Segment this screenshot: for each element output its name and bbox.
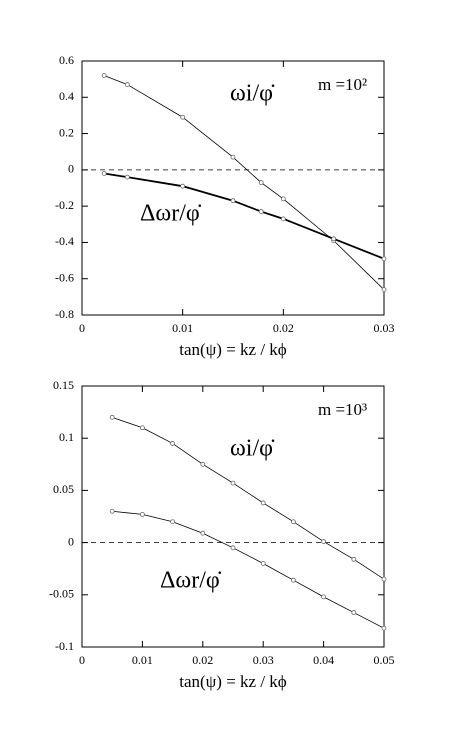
point — [290, 577, 296, 583]
y-tick-label: -0.2 — [55, 198, 74, 212]
x-axis-label: tan(ψ) = kz / kϕ — [179, 672, 287, 691]
point — [109, 508, 115, 514]
point — [170, 519, 176, 525]
point — [200, 461, 206, 467]
y-tick-label: 0.1 — [59, 430, 74, 444]
point — [230, 480, 236, 486]
x-axis-label: tan(ψ) = kz / kϕ — [179, 340, 287, 359]
plot-frame — [81, 60, 385, 316]
x-tick-label: 0.02 — [192, 653, 213, 667]
annotation: m =10³ — [318, 400, 367, 419]
y-tick-label: 0.6 — [59, 53, 74, 67]
point — [101, 73, 107, 78]
y-tick-label: 0 — [68, 534, 74, 548]
x-tick-label: 0.03 — [253, 653, 274, 667]
point — [180, 183, 186, 189]
point — [280, 216, 286, 222]
point — [351, 610, 357, 615]
point — [170, 441, 176, 446]
point — [200, 530, 206, 536]
y-tick-label: 0 — [68, 162, 74, 176]
point — [258, 180, 264, 185]
x-tick-label: 0.01 — [172, 321, 193, 335]
series-label: ωi/φ̇ — [230, 436, 275, 462]
point — [258, 209, 264, 214]
y-tick-label: 0.05 — [53, 482, 74, 496]
plot-frame — [81, 385, 385, 648]
point — [381, 256, 387, 262]
y-tick-label: -0.6 — [55, 270, 74, 284]
point — [109, 414, 115, 420]
y-tick-label: 0.2 — [59, 125, 74, 139]
point — [260, 500, 266, 506]
y-tick-label: -0.1 — [55, 639, 74, 653]
series-label: ωi/φ̇ — [230, 81, 275, 107]
x-tick-label: 0 — [79, 321, 85, 335]
point — [381, 576, 387, 582]
series-label: Δωr/φ̇ — [140, 201, 202, 227]
point — [124, 82, 130, 87]
series-line — [112, 510, 385, 629]
point — [139, 512, 145, 517]
x-tick-label: 0.01 — [132, 653, 153, 667]
y-tick-label: -0.05 — [49, 587, 74, 601]
point — [230, 198, 236, 204]
point — [101, 171, 107, 176]
point — [290, 519, 296, 525]
annotation: m =10² — [318, 75, 367, 94]
series-line — [104, 172, 385, 260]
x-tick-label: 0 — [79, 653, 85, 667]
y-tick-label: 0.4 — [59, 89, 74, 103]
point — [260, 561, 266, 566]
point — [321, 594, 327, 600]
series-line — [104, 75, 385, 290]
point — [180, 114, 186, 120]
point — [230, 545, 236, 551]
point — [381, 287, 387, 293]
point — [139, 425, 145, 431]
point — [331, 236, 337, 242]
point — [230, 154, 236, 160]
point — [321, 539, 327, 544]
x-tick-label: 0.05 — [374, 653, 395, 667]
x-tick-label: 0.03 — [374, 321, 395, 335]
series-line — [112, 416, 385, 580]
point — [124, 174, 130, 180]
y-tick-label: -0.4 — [55, 234, 74, 248]
point — [351, 556, 357, 562]
x-tick-label: 0.04 — [313, 653, 334, 667]
x-tick-label: 0.02 — [273, 321, 294, 335]
point — [280, 196, 286, 202]
y-tick-label: -0.8 — [55, 307, 74, 321]
point — [381, 625, 387, 631]
series-label: Δωr/φ̇ — [160, 568, 222, 594]
y-tick-label: 0.15 — [53, 378, 74, 392]
